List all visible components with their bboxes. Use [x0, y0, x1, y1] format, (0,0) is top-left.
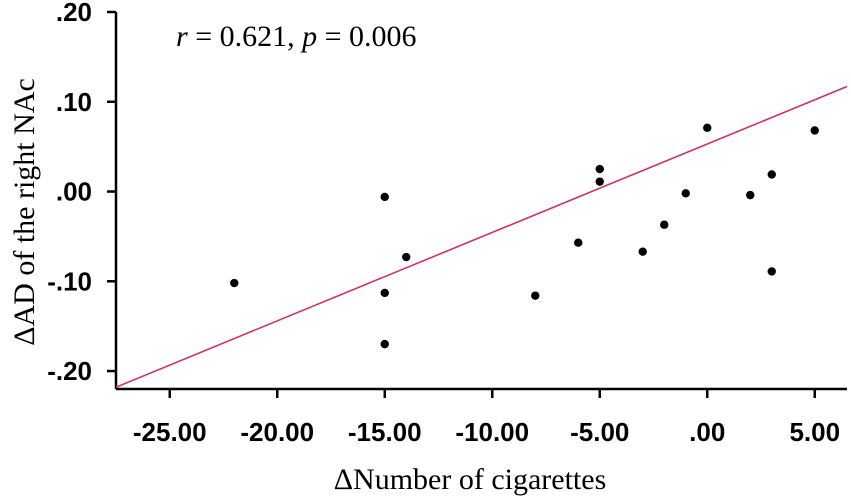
y-axis-title: ΔAD of the right NAc	[8, 78, 41, 346]
correlation-annotation: r = 0.621, p = 0.006	[176, 20, 417, 53]
data-point	[380, 288, 389, 298]
y-tick-label: .00	[56, 177, 92, 207]
y-tick-label: .10	[56, 87, 92, 117]
data-point	[531, 291, 540, 300]
data-point	[767, 170, 776, 179]
x-tick-label: -20.00	[240, 417, 314, 447]
data-point	[380, 339, 389, 349]
data-point	[638, 247, 647, 256]
data-point	[810, 126, 819, 135]
regression-line	[115, 85, 848, 388]
data-point	[746, 190, 755, 200]
data-point	[767, 267, 776, 276]
x-tick-label: 5.00	[789, 417, 840, 447]
x-tick-label: .00	[689, 417, 725, 447]
data-point	[230, 278, 239, 288]
data-point	[402, 252, 411, 262]
data-point	[380, 192, 389, 202]
y-tick-label: -.10	[47, 266, 92, 296]
data-point	[574, 238, 583, 247]
data-point	[703, 123, 712, 132]
x-tick-label: -25.00	[133, 417, 207, 447]
data-point	[660, 220, 669, 229]
data-point	[595, 177, 604, 186]
x-tick-label: -15.00	[348, 417, 422, 447]
data-point	[681, 189, 690, 198]
x-tick-label: -5.00	[570, 417, 629, 447]
y-tick-label: .20	[56, 0, 92, 27]
x-tick-label: -10.00	[455, 417, 529, 447]
data-point	[595, 164, 604, 174]
y-tick-label: -.20	[47, 356, 92, 386]
x-axis-title: ΔNumber of cigarettes	[334, 463, 607, 496]
